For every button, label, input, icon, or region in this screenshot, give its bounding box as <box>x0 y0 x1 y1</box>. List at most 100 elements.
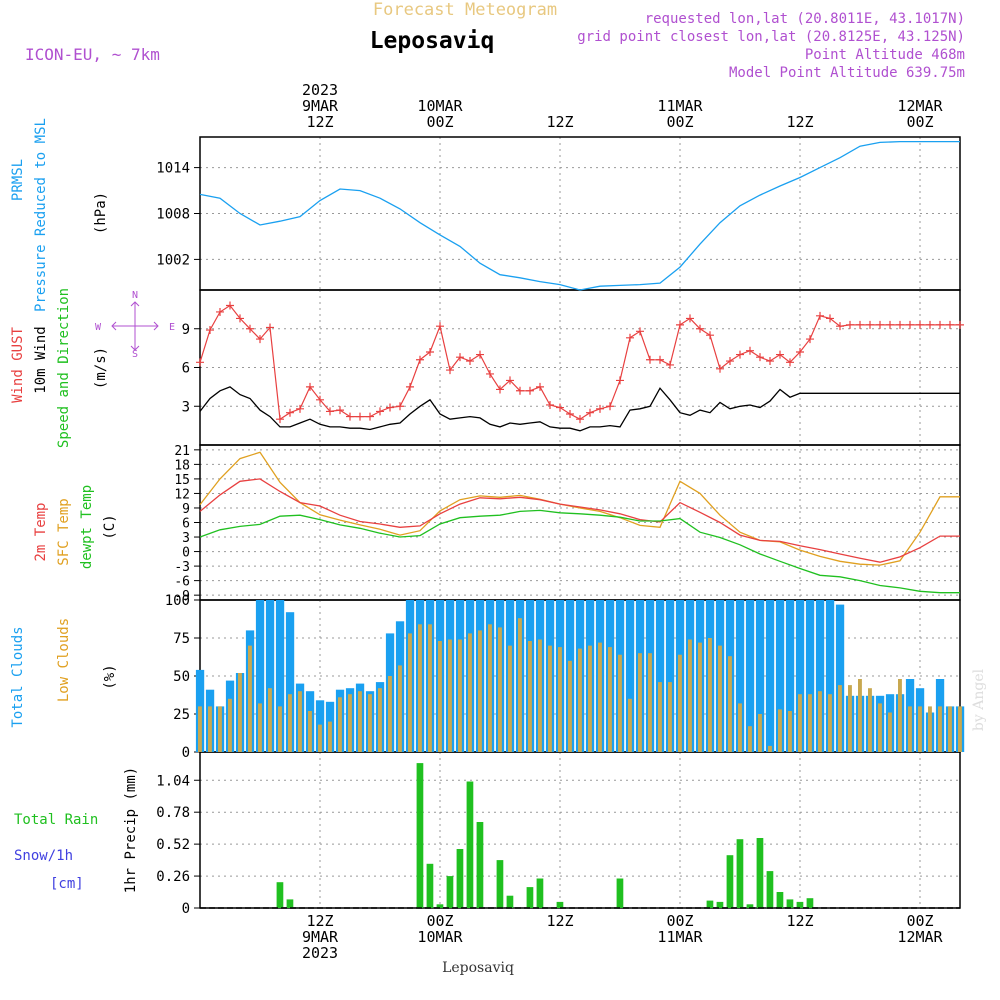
total-cloud-bar <box>815 600 825 752</box>
gust-marker <box>276 415 284 424</box>
rain-bar <box>726 855 734 908</box>
time-label-bottom: 12Z <box>546 912 573 930</box>
total-cloud-bar <box>745 600 755 752</box>
gust-marker <box>856 320 864 329</box>
low-cloud-bar <box>398 665 402 752</box>
low-cloud-bar <box>248 645 252 752</box>
gust-marker <box>926 320 934 329</box>
time-label-bottom: 00Z <box>906 912 933 930</box>
gust-marker <box>226 301 234 310</box>
pressure-tick-label: 1014 <box>156 161 190 177</box>
precip-labels: Total Rain Snow/1h [cm] 1hr Precip (mm) <box>14 767 139 893</box>
model-altitude: Model Point Altitude 639.75m <box>729 65 965 81</box>
requested-coords: requested lon,lat (20.8011E, 43.1017N) <box>645 11 965 27</box>
precip-tick-label: 0.26 <box>156 869 190 885</box>
total-cloud-bar <box>285 612 295 752</box>
time-label-top: 9MAR <box>302 97 339 115</box>
gust-marker <box>916 320 924 329</box>
cloud-labels: Total Clouds Low Clouds (%) <box>10 618 118 728</box>
total-cloud-bar <box>665 600 675 752</box>
rain-bar <box>716 901 724 908</box>
low-cloud-bar <box>458 639 462 752</box>
gust-marker <box>466 357 474 366</box>
total-cloud-bar <box>835 604 845 752</box>
rain-bar <box>526 887 534 908</box>
rain-bar <box>766 871 774 908</box>
product-title: Forecast Meteogram <box>373 0 557 20</box>
cloud-label-low: Low Clouds <box>56 618 72 702</box>
compass-east: E <box>169 322 175 333</box>
gust-marker <box>936 320 944 329</box>
gust-marker <box>686 314 694 323</box>
gust-marker <box>756 353 764 362</box>
gust-marker <box>446 366 454 375</box>
low-cloud-bar <box>318 724 322 752</box>
time-label-top: 12Z <box>546 113 573 131</box>
gust-marker <box>746 346 754 355</box>
rain-bar <box>446 876 454 908</box>
low-cloud-bar <box>668 682 672 752</box>
low-cloud-bar <box>508 645 512 752</box>
gust-marker <box>666 360 674 369</box>
low-cloud-bar <box>388 676 392 752</box>
precip-tick-label: 1.04 <box>156 773 190 789</box>
low-cloud-bar <box>768 745 772 752</box>
temperature-labels: 2m Temp SFC Temp dewpt Temp (C) <box>33 485 118 569</box>
low-cloud-bar <box>868 688 872 752</box>
time-label-top: 2023 <box>302 81 338 99</box>
gust-marker <box>596 404 604 413</box>
temperature-tick-label: 21 <box>174 444 190 459</box>
precip-label-snow-unit: [cm] <box>50 876 84 892</box>
low-cloud-bar <box>848 685 852 752</box>
time-label-top: 00Z <box>906 113 933 131</box>
total-cloud-bar <box>785 600 795 752</box>
temperature-tick-label: 3 <box>182 531 190 546</box>
precip-tick-label: 0.78 <box>156 805 190 821</box>
low-cloud-bar <box>428 624 432 752</box>
plot-area: 101410081002963211815129630-3-6-91007550… <box>156 81 965 962</box>
gust-marker <box>566 410 574 418</box>
total-cloud-bar <box>655 600 665 752</box>
clouds-tick-label: 50 <box>173 669 190 685</box>
gust-marker <box>736 350 744 359</box>
temperature-tick-label: -6 <box>174 575 190 590</box>
gust-marker <box>316 395 324 404</box>
low-cloud-bar <box>288 694 292 752</box>
wind-label-10m: 10m Wind <box>33 326 49 393</box>
gust-marker <box>646 355 654 364</box>
pressure-label-prmsl: PRMSL <box>10 159 26 201</box>
low-cloud-bar <box>828 694 832 752</box>
low-cloud-bar <box>498 627 502 752</box>
rain-bar <box>476 822 484 908</box>
gust-marker <box>506 376 514 385</box>
low-cloud-bar <box>568 660 572 752</box>
low-cloud-bar <box>268 688 272 752</box>
gust-marker <box>426 348 434 356</box>
gust-marker <box>606 402 614 411</box>
pressure-line <box>199 140 960 291</box>
rain-bar <box>706 900 714 908</box>
time-label-bottom: 00Z <box>666 912 693 930</box>
gust-marker <box>286 408 294 417</box>
total-cloud-bar <box>795 600 805 752</box>
gust-marker <box>556 403 564 412</box>
sfc-temp-line <box>199 451 960 566</box>
low-cloud-bar <box>708 638 712 752</box>
pressure-label-name: Pressure Reduced to MSL <box>33 118 49 312</box>
rain-bar <box>736 839 744 908</box>
gust-marker <box>406 382 414 391</box>
gust-marker <box>636 327 644 336</box>
gust-marker <box>386 403 394 412</box>
total-cloud-bar <box>275 600 285 752</box>
clouds-tick-label: 75 <box>173 631 190 647</box>
low-cloud-bar <box>358 691 362 752</box>
gust-marker <box>786 358 794 367</box>
total-cloud-bar <box>735 600 745 752</box>
temperature-tick-label: 0 <box>182 546 190 561</box>
precip-label-snow: Snow/1h <box>14 848 73 864</box>
low-cloud-bar <box>488 624 492 752</box>
low-cloud-bar <box>608 647 612 752</box>
temp-label-2m: 2m Temp <box>33 502 49 561</box>
low-cloud-bar <box>438 641 442 752</box>
